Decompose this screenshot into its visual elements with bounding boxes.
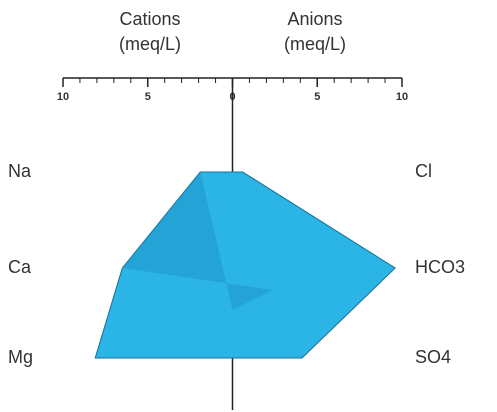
polygon-shade <box>122 172 273 310</box>
left-title: Cations <box>119 9 180 29</box>
stiff-polygon <box>94 171 397 359</box>
cation-label: Ca <box>8 257 32 277</box>
left-unit: (meq/L) <box>119 34 181 54</box>
anion-label: HCO3 <box>415 257 465 277</box>
right-title: Anions <box>287 9 342 29</box>
anion-label: Cl <box>415 161 432 181</box>
anion-label: SO4 <box>415 347 451 367</box>
cation-label: Mg <box>8 347 33 367</box>
x-tick-label: 10 <box>57 91 69 103</box>
right-unit: (meq/L) <box>284 34 346 54</box>
cation-label: Na <box>8 161 32 181</box>
x-tick-label: 10 <box>396 91 408 103</box>
x-tick-label: 5 <box>314 91 320 103</box>
x-tick-label: 5 <box>145 91 151 103</box>
